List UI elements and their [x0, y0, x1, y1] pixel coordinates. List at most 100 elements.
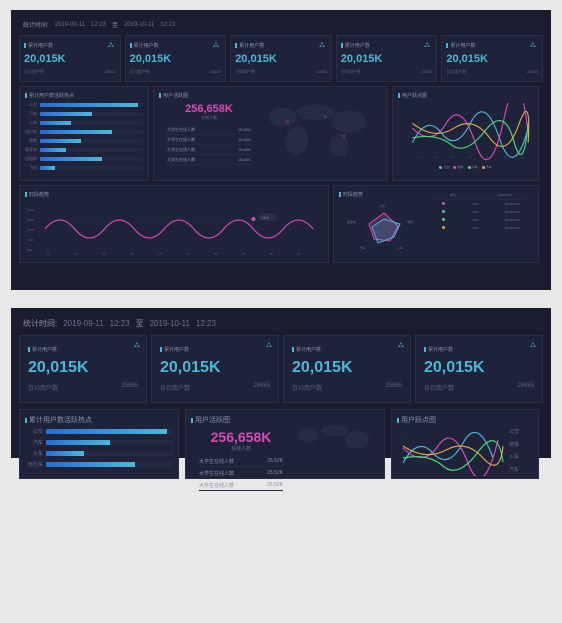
bar-track — [46, 440, 173, 445]
card-value: 20,015K — [24, 53, 116, 65]
map-stat-line: 大学生在线人数25,52K — [167, 157, 251, 165]
bar-label: 公交 — [25, 428, 43, 435]
svg-text:16: 16 — [158, 252, 162, 256]
card-value: 20,015K — [130, 53, 222, 65]
bar-label: 私家车 — [25, 147, 37, 153]
bar-track — [40, 130, 143, 134]
card-sub-label: 日均用户数 — [341, 69, 361, 75]
svg-text:100K: 100K — [27, 238, 34, 242]
trend-panel: 时段趋势 250K200K150K100K50K 11% 12131415161… — [19, 185, 329, 263]
bar-track — [40, 148, 143, 152]
card-title: 累计用户数 — [341, 42, 433, 49]
svg-text:1: 1 — [417, 155, 419, 159]
dashboard-zoom: 统计时间: 2019-09-11 12:23 至 2019-10-11 12:2… — [11, 308, 551, 458]
scatter-panel: 用户跃点图 1234567 公交地铁火车汽车 — [392, 86, 539, 181]
time-to[interactable]: 12:23 — [160, 22, 175, 28]
card-title: 累计用户数 — [292, 346, 402, 353]
svg-text:50K: 50K — [27, 248, 32, 252]
bar-label: 自行车 — [25, 461, 43, 468]
radar-title: 时段趋势 — [339, 191, 429, 198]
bar-track — [40, 139, 143, 143]
map-stat-line: 大学生在线人数25,52K — [167, 127, 251, 135]
svg-text:250K: 250K — [27, 208, 34, 212]
time-range-header: 统计时间: 2019-09-11 12:23 至 2019-10-11 12:2… — [19, 18, 543, 31]
date-from[interactable]: 2019-09-11 — [55, 22, 85, 28]
dashboard-full: 统计时间: 2019-09-11 12:23 至 2019-10-11 12:2… — [11, 10, 551, 290]
stat-cards-row: 累计用户数 20,015K 日均用户数25685 累计用户数 20,015K 日… — [19, 335, 543, 403]
stat-card[interactable]: 累计用户数 20,015K 日均用户数25685 — [415, 335, 543, 403]
legend-item: 汽车 — [482, 165, 492, 169]
svg-text:14: 14 — [102, 252, 106, 256]
date-to[interactable]: 2019-10-11 — [150, 319, 190, 328]
bar-label: 汽车 — [25, 439, 43, 446]
svg-text:2: 2 — [435, 155, 437, 159]
stat-card[interactable]: 累计用户数 20,015K 日均用户数25685 — [19, 35, 121, 82]
svg-text:6: 6 — [504, 155, 506, 159]
svg-text:火车: 火车 — [397, 245, 403, 250]
stat-card[interactable]: 累计用户数 20,015K 日均用户数25685 — [151, 335, 279, 403]
svg-text:19: 19 — [242, 252, 246, 256]
bar-label: 火车 — [25, 120, 37, 126]
svg-text:私家车: 私家车 — [347, 219, 356, 224]
card-value: 20,015K — [235, 53, 327, 65]
map-title: 用户活跃图 — [191, 415, 291, 425]
bar-row: 自行车 — [25, 461, 173, 468]
stat-card[interactable]: 累计用户数 20,015K 日均用户数25685 — [230, 35, 332, 82]
card-value: 20,015K — [160, 359, 270, 377]
card-title: 累计用户数 — [24, 42, 116, 49]
network-icon — [213, 42, 219, 48]
stat-cards-row: 累计用户数 20,015K 日均用户数 25685 累计用户数 20,015K 日… — [19, 35, 543, 82]
map-stat-line: 大学生在线人数25,52K — [167, 137, 251, 145]
svg-text:12: 12 — [47, 252, 51, 256]
scatter-side-label: 汽车 — [509, 466, 533, 473]
stat-card[interactable]: 累计用户数 20,015K 日均用户数25685 — [19, 335, 147, 403]
map-value: 256,658K — [159, 103, 259, 115]
network-icon — [530, 342, 536, 348]
bar-label: 火车 — [25, 450, 43, 457]
bar-row: 自行车 — [25, 129, 143, 135]
svg-text:7: 7 — [521, 155, 523, 159]
scatter-title: 用户跃点图 — [397, 415, 509, 425]
bar-label: 公交 — [25, 102, 37, 108]
stat-card[interactable]: 累计用户数 20,015K 日均用户数25685 — [336, 35, 438, 82]
card-sub-value: 25685 — [253, 383, 270, 392]
map-stat-line: 大学生在线人数25,52K — [199, 458, 283, 467]
time-to[interactable]: 12:23 — [196, 319, 216, 328]
bar-row: 汽车 — [25, 439, 173, 446]
bars-panel: 累计用户数活跃热点 公交 汽车 火车 自行车 — [19, 409, 179, 479]
card-sub-label: 日均用户数 — [130, 69, 150, 75]
radar-panel: 时段趋势 公交地铁火车汽车私家车 本月2019/02/18 -23 — [333, 185, 539, 263]
svg-text:15: 15 — [130, 252, 134, 256]
card-sub-value: 25685 — [104, 69, 115, 75]
time-from[interactable]: 12:23 — [91, 22, 106, 28]
stat-card[interactable]: 累计用户数 20,015K 日均用户数25685 — [441, 35, 543, 82]
card-title: 累计用户数 — [130, 42, 222, 49]
stat-card[interactable]: 累计用户数 20,015K 日均用户数25685 — [283, 335, 411, 403]
scatter-panel: 用户跃点图 公交地铁火车汽车 — [391, 409, 539, 479]
scatter-chart: 1234567 — [398, 103, 533, 163]
trend-title: 时段趋势 — [25, 191, 323, 198]
bars-title: 累计用户数活跃热点 — [25, 415, 173, 425]
network-icon — [319, 42, 325, 48]
time-from[interactable]: 12:23 — [110, 319, 130, 328]
bar-row: 公交 — [25, 102, 143, 108]
network-icon — [424, 42, 430, 48]
to-label: 至 — [136, 318, 144, 329]
stat-card[interactable]: 累计用户数 20,015K 日均用户数 25685 — [125, 35, 227, 82]
card-sub-value: 25685 — [385, 383, 402, 392]
table-row: -23%2019/02/18 — [429, 216, 533, 224]
card-sub-value: 25685 — [421, 69, 432, 75]
bar-track — [46, 429, 173, 434]
svg-text:150K: 150K — [27, 228, 34, 232]
card-value: 20,015K — [446, 53, 538, 65]
card-sub-value: 25685 — [210, 69, 221, 75]
date-from[interactable]: 2019-09-11 — [63, 319, 103, 328]
bars-title: 累计用户数活跃热点 — [25, 92, 143, 99]
card-value: 20,015K — [28, 359, 138, 377]
table-row: -23%2019/02/18 — [429, 208, 533, 216]
date-to[interactable]: 2019-10-11 — [124, 22, 154, 28]
bar-row: 火车 — [25, 450, 173, 457]
bar-label: 自行车 — [25, 129, 37, 135]
scatter-title: 用户跃点图 — [398, 92, 533, 99]
time-label: 统计时间: — [23, 20, 49, 29]
